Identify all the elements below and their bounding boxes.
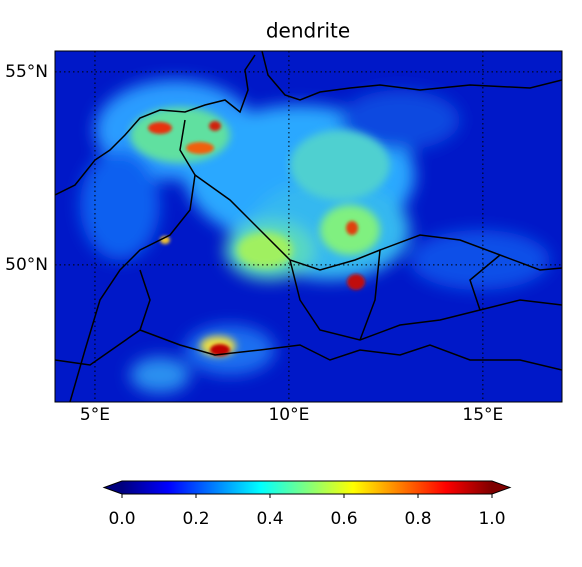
field-image [55, 51, 562, 402]
colorbar-tick-label: 0.6 [330, 509, 357, 529]
colorbar-extend-high [492, 481, 510, 494]
x-tick-label: 5°E [80, 405, 110, 425]
y-tick-label: 55°N [5, 62, 48, 82]
x-tick-label: 15°E [462, 405, 503, 425]
x-tick-label: 10°E [268, 405, 309, 425]
colorbar-tick-label: 0.8 [404, 509, 431, 529]
colorbar-tick-label: 0.2 [182, 509, 209, 529]
coastlines [55, 51, 562, 402]
graticule [55, 51, 562, 402]
colorbar-tick-label: 1.0 [478, 509, 505, 529]
tick-labels: 5°E 10°E 15°E 50°N 55°N [5, 62, 503, 425]
colorbar-extend-low [104, 481, 122, 494]
map-title: dendrite [266, 19, 350, 43]
y-tick-label: 50°N [5, 255, 48, 275]
map-frame [54, 50, 563, 403]
colorbar-tick-label: 0.4 [256, 509, 283, 529]
colorbar-tick-label: 0.0 [108, 509, 135, 529]
colorbar: 0.0 0.2 0.4 0.6 0.8 1.0 [102, 480, 512, 529]
colorbar-gradient [122, 481, 492, 494]
